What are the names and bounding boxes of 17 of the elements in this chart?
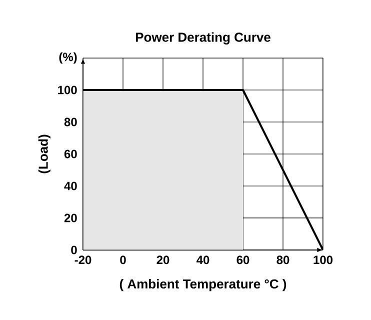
y-tick-label: 20: [64, 214, 77, 222]
y-tick-label: 60: [64, 150, 77, 158]
x-tick-label: 100: [314, 256, 333, 264]
x-tick-label: 20: [156, 256, 170, 264]
y-tick-label: 0: [71, 246, 77, 254]
x-tick-label: 0: [120, 256, 126, 264]
x-axis-title: ( Ambient Temperature °C ): [120, 279, 286, 292]
y-tick-label: 80: [64, 118, 77, 126]
x-tick-label: 80: [276, 256, 290, 264]
x-tick-label: 40: [196, 256, 210, 264]
x-tick-label: -20: [74, 256, 92, 264]
x-tick-label: 60: [236, 256, 250, 264]
chart-title: Power Derating Curve: [136, 32, 270, 44]
y-tick-label: (%): [59, 52, 77, 64]
y-axis-title: (Load): [38, 134, 50, 174]
y-tick-label: 100: [58, 86, 77, 94]
y-tick-label: 40: [64, 182, 77, 190]
